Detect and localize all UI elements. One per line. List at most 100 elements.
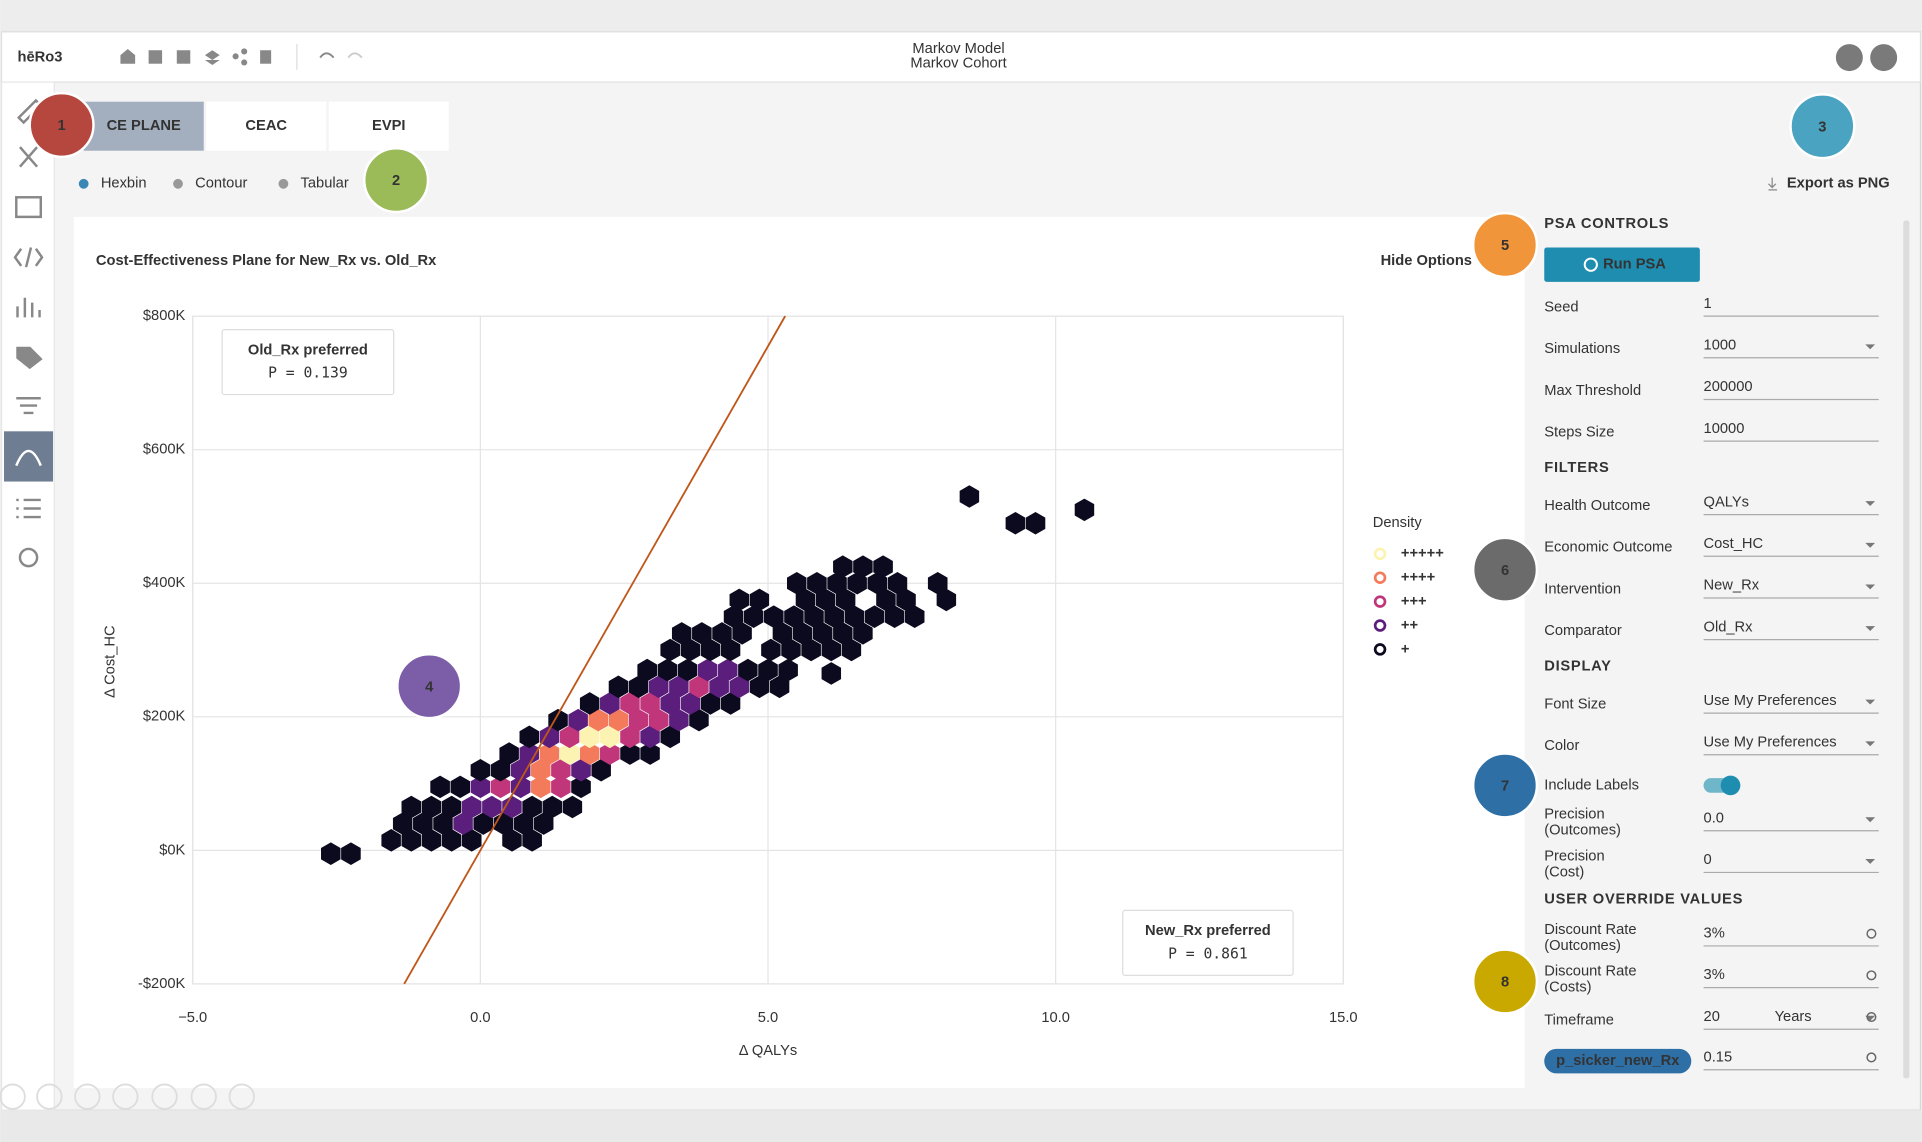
view-mode-icon[interactable] [278, 178, 289, 189]
icon-export[interactable] [260, 50, 272, 64]
icon-psa[interactable] [15, 449, 42, 467]
section-title: DISPLAY [1544, 658, 1611, 674]
hexbin-cell [692, 622, 712, 645]
field-value[interactable]: 0.15 [1704, 1049, 1733, 1065]
icon-settings[interactable] [18, 547, 39, 568]
reset-icon[interactable] [1866, 1011, 1877, 1023]
parameter-chip[interactable] [1544, 1048, 1692, 1074]
field-value[interactable]: Old_Rx [1704, 619, 1754, 635]
field-value[interactable]: 200000 [1704, 379, 1753, 395]
tab[interactable] [328, 101, 449, 151]
icon-table[interactable] [15, 196, 43, 219]
bottom-icons [0, 1083, 255, 1110]
dropdown-arrow[interactable] [1865, 584, 1876, 590]
hexbin-cell [539, 742, 560, 765]
icon[interactable] [74, 1083, 101, 1110]
icon-layers[interactable] [204, 50, 220, 65]
field-value[interactable]: 3% [1704, 926, 1725, 942]
hexbin-cell [781, 638, 801, 662]
chart-title: Cost-Effectiveness Plane for New_Rx vs. … [96, 253, 437, 269]
icon-filter[interactable] [16, 397, 41, 415]
icon-tag[interactable] [16, 346, 43, 370]
icon[interactable] [112, 1083, 139, 1110]
dropdown-arrow[interactable] [1865, 699, 1876, 705]
field-value[interactable]: 1 [1704, 296, 1712, 312]
tab[interactable] [83, 101, 204, 151]
field-value[interactable]: QALYs [1704, 494, 1749, 510]
field-value[interactable]: New_Rx [1704, 578, 1760, 594]
hexbin-cell [1005, 511, 1026, 535]
field-value[interactable]: 3% [1704, 967, 1725, 983]
field-value[interactable]: Use My Preferences [1704, 734, 1837, 750]
hexbin-cell [905, 605, 925, 628]
view-mode[interactable]: Tabular [301, 176, 349, 192]
dropdown-arrow[interactable] [1865, 626, 1876, 632]
reset-icon[interactable] [1866, 970, 1877, 981]
hexbin-cell [421, 795, 442, 819]
icon-undo[interactable] [319, 52, 335, 59]
icon-user[interactable] [1870, 44, 1898, 72]
dropdown-arrow[interactable] [1865, 858, 1876, 864]
icon[interactable] [36, 1083, 63, 1110]
run-psa-label[interactable]: Run PSA [1603, 257, 1666, 273]
field-value[interactable]: Use My Preferences [1704, 693, 1837, 709]
toggle-knob[interactable] [1720, 775, 1741, 796]
icon[interactable] [228, 1083, 255, 1110]
field-label: Include Labels [1544, 777, 1639, 793]
view-mode-icon[interactable] [78, 178, 89, 189]
view-mode[interactable]: Contour [195, 176, 247, 192]
hexbin-cell [844, 605, 865, 628]
icon[interactable] [0, 1083, 26, 1110]
hide-options[interactable]: Hide Options [1381, 253, 1472, 269]
field-value[interactable]: 0 [1704, 852, 1712, 868]
icon-chart[interactable] [16, 297, 41, 318]
run-psa-button[interactable] [1544, 247, 1700, 282]
export-button[interactable]: Export as PNG [1787, 176, 1890, 192]
icon[interactable] [190, 1083, 217, 1110]
hexbin-cell [502, 829, 522, 852]
icon-variables[interactable] [19, 146, 39, 168]
dropdown-arrow[interactable] [1865, 542, 1876, 548]
tab-label[interactable]: CEAC [245, 118, 287, 134]
parameter-chip-label[interactable]: p_sicker_new_Rx [1556, 1053, 1680, 1069]
icon-list[interactable] [16, 498, 41, 519]
tab-label[interactable]: CE PLANE [107, 118, 181, 134]
tab-label[interactable]: EVPI [372, 118, 405, 134]
hexbin-cell [720, 692, 741, 715]
run-icon[interactable] [1583, 257, 1598, 272]
reset-icon[interactable] [1866, 928, 1877, 939]
icon-home[interactable] [120, 49, 136, 64]
hexbin-cell [833, 555, 853, 578]
icon-code[interactable] [13, 247, 44, 268]
dropdown-arrow[interactable] [1865, 817, 1876, 823]
dropdown-arrow[interactable] [1865, 344, 1876, 350]
export-icon[interactable] [1768, 177, 1778, 191]
field-unit[interactable]: Years [1775, 1009, 1812, 1025]
x-tick-label: 5.0 [758, 1010, 778, 1026]
hexbin-cell [562, 795, 583, 819]
callout-number: 3 [1818, 119, 1826, 135]
icon-save[interactable] [148, 50, 163, 64]
y-tick-label: $600K [143, 442, 186, 458]
field-value[interactable]: 20 [1704, 1009, 1720, 1025]
icon-save-as[interactable] [176, 50, 191, 64]
section-title: USER OVERRIDE VALUES [1544, 891, 1743, 907]
tab[interactable] [206, 101, 327, 151]
field-value[interactable]: Cost_HC [1704, 536, 1764, 552]
dropdown-arrow[interactable] [1865, 501, 1876, 507]
view-mode[interactable]: Hexbin [101, 176, 147, 192]
reset-icon[interactable] [1866, 1052, 1877, 1063]
icon[interactable] [151, 1083, 178, 1110]
hexbin-cell [738, 658, 758, 682]
hexbin-cell [723, 605, 744, 628]
icon-redo[interactable] [347, 52, 363, 59]
dropdown-arrow[interactable] [1865, 741, 1876, 747]
icon-help[interactable] [1835, 44, 1863, 72]
hexbin-cell [689, 675, 709, 699]
field-value[interactable]: 1000 [1704, 337, 1737, 353]
hexbin-cell [381, 829, 401, 852]
view-mode-icon[interactable] [173, 178, 183, 189]
field-value[interactable]: 0.0 [1704, 810, 1724, 826]
icon-share[interactable] [232, 53, 239, 60]
field-value[interactable]: 10000 [1704, 421, 1745, 437]
